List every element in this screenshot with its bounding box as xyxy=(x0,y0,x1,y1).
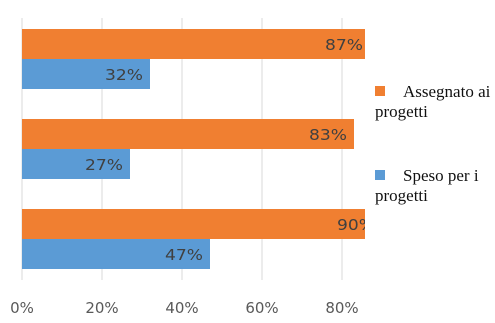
x-tick-label-20: 20% xyxy=(85,299,118,317)
x-tick-label-40: 40% xyxy=(165,299,198,317)
legend-label-spent: Speso per i progetti xyxy=(375,166,479,205)
data-label-spent-3: 47% xyxy=(165,246,203,264)
data-label-assigned-3: 90% xyxy=(337,216,375,234)
legend-label-assigned: Assegnato ai progetti xyxy=(375,82,491,121)
legend-swatch-assigned xyxy=(375,86,385,96)
bar-assigned-1 xyxy=(22,29,365,59)
legend-item-assigned: Assegnato ai progetti xyxy=(375,82,493,122)
x-tick-label-80: 80% xyxy=(325,299,358,317)
legend-swatch-spent xyxy=(375,170,385,180)
bar-assigned-2 xyxy=(22,119,354,149)
bar-spent-1 xyxy=(22,59,150,89)
data-label-spent-1: 32% xyxy=(105,66,143,84)
x-tick-label-0: 0% xyxy=(10,299,34,317)
bar-spent-2 xyxy=(22,149,130,179)
data-label-spent-2: 27% xyxy=(85,156,123,174)
bar-spent-3 xyxy=(22,239,210,269)
data-label-assigned-1: 87% xyxy=(325,36,363,54)
bars-group: 87% 83% 90% 32% 27% 47% xyxy=(22,29,375,269)
x-tick-label-60: 60% xyxy=(245,299,278,317)
data-label-assigned-2: 83% xyxy=(309,126,347,144)
bar-assigned-3 xyxy=(22,209,365,239)
legend-item-spent: Speso per i progetti xyxy=(375,166,493,206)
